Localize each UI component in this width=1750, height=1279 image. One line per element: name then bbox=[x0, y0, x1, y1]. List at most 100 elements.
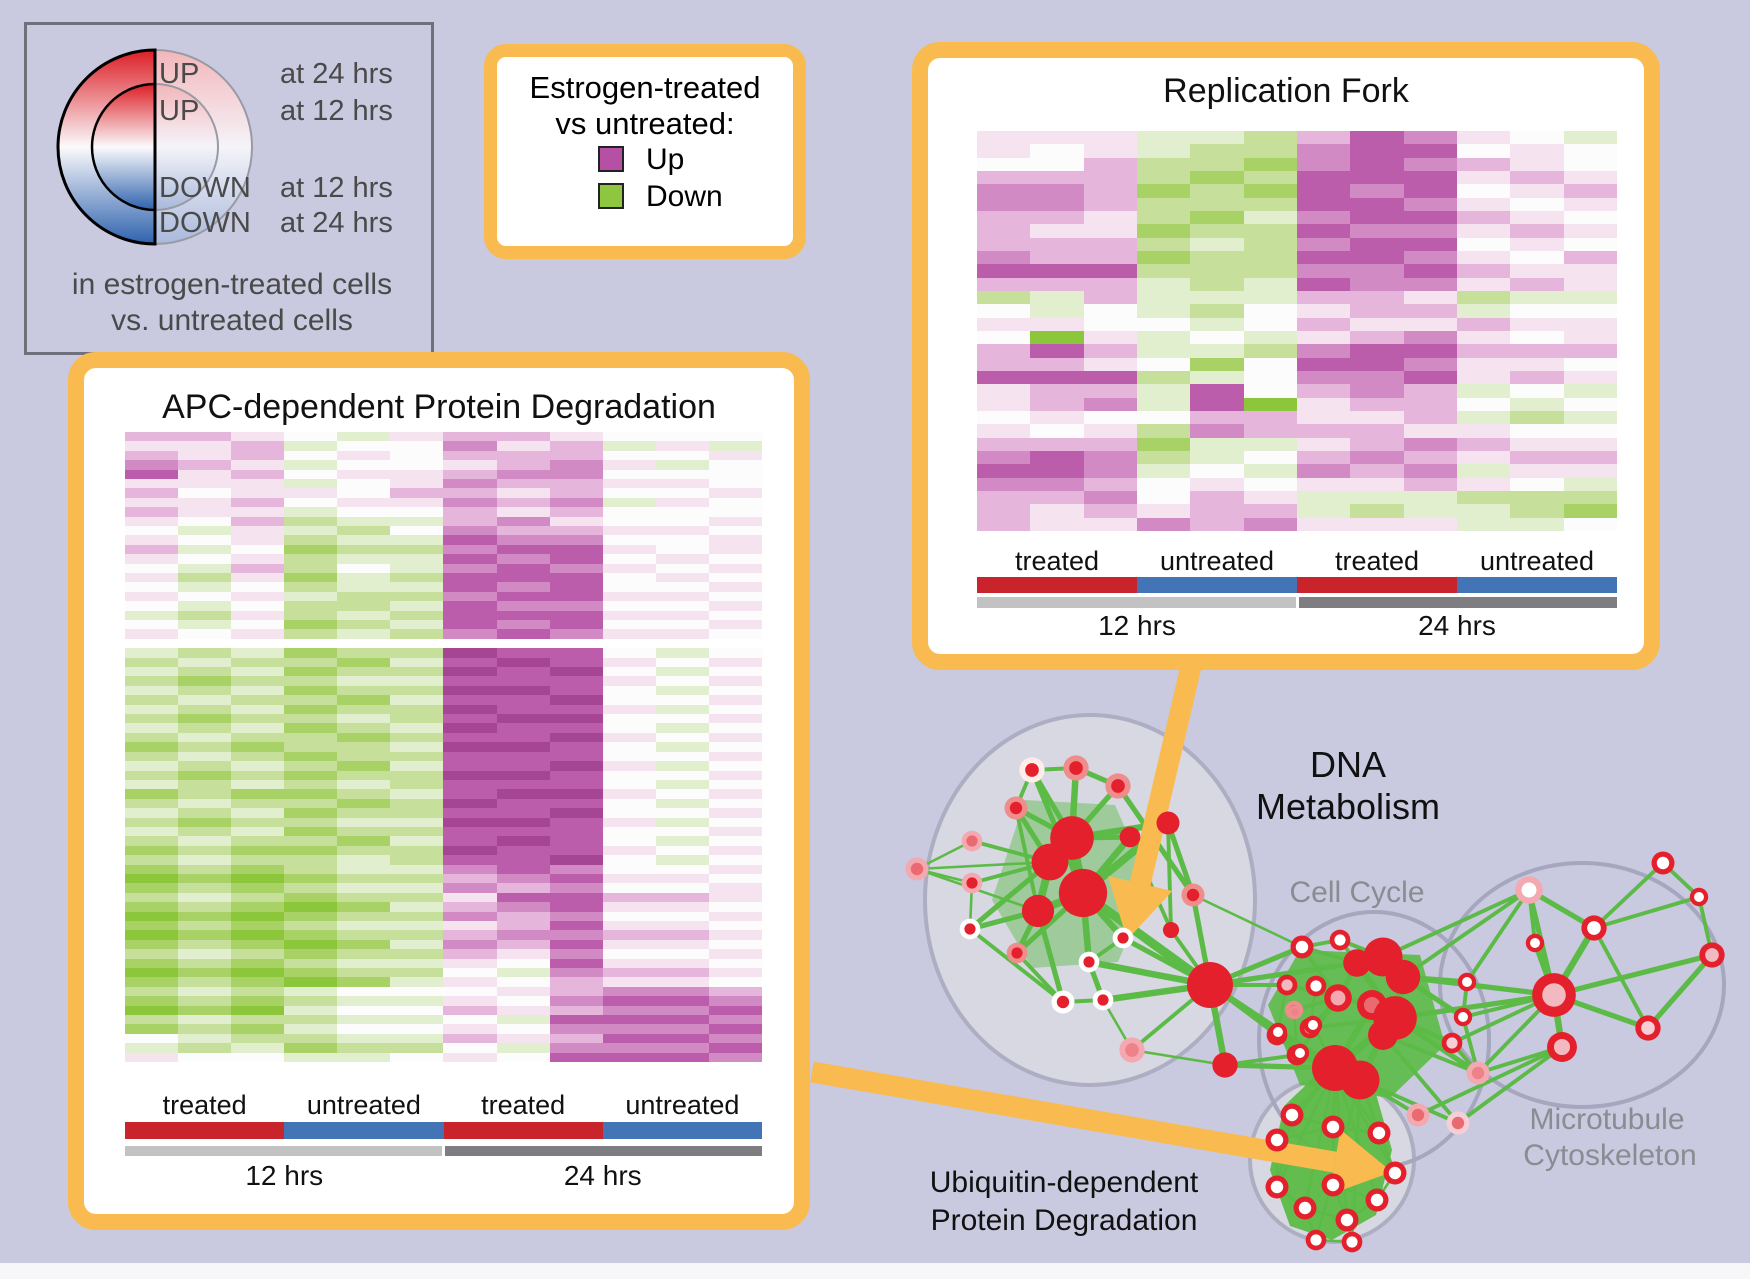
heatmap-cell bbox=[284, 723, 338, 733]
heatmap-cell bbox=[602, 1033, 656, 1044]
heatmap-cell bbox=[1563, 184, 1617, 198]
heatmap-cell bbox=[125, 845, 179, 856]
heatmap-cell bbox=[337, 779, 391, 790]
heatmap-cell bbox=[655, 920, 709, 931]
heatmap-cell bbox=[1510, 450, 1564, 465]
heatmap-cell bbox=[337, 873, 391, 884]
heatmap-cell bbox=[602, 1052, 656, 1062]
heatmap-cell bbox=[602, 469, 656, 479]
heatmap-cell bbox=[496, 723, 550, 733]
heatmap-cell bbox=[390, 497, 444, 508]
heatmap-cell bbox=[1456, 317, 1511, 331]
heatmap-cell bbox=[602, 544, 656, 555]
heatmap-cell bbox=[708, 967, 762, 978]
heatmap-cell bbox=[443, 714, 497, 724]
heatmap-cell bbox=[337, 892, 391, 903]
heatmap-cell bbox=[125, 469, 179, 479]
heatmap-cell bbox=[1190, 370, 1244, 385]
gene-node-core bbox=[1083, 956, 1095, 968]
heatmap-cell bbox=[549, 695, 603, 705]
heatmap-cell bbox=[602, 883, 656, 893]
heatmap-cell bbox=[708, 836, 762, 846]
heatmap-cell bbox=[443, 554, 497, 564]
heatmap-cell bbox=[1563, 197, 1617, 211]
heatmap-cell bbox=[443, 845, 497, 856]
heatmap-cell bbox=[602, 685, 656, 696]
heatmap-cell bbox=[178, 667, 232, 677]
heatmap-cell bbox=[549, 845, 603, 856]
heatmap-cell bbox=[390, 526, 444, 536]
heatmap-cell bbox=[655, 620, 709, 630]
up-label: Up bbox=[646, 143, 685, 176]
heatmap-cell bbox=[125, 808, 179, 818]
heatmap-cell bbox=[1136, 197, 1191, 211]
heatmap-cell bbox=[1403, 197, 1457, 211]
gene-node-core bbox=[1040, 852, 1060, 872]
heatmap-cell bbox=[231, 732, 285, 743]
heatmap-cell bbox=[1296, 370, 1351, 385]
heatmap-cell bbox=[231, 601, 285, 611]
gene-node-core bbox=[964, 923, 976, 935]
heatmap-cell bbox=[443, 657, 497, 668]
heatmap-cell bbox=[443, 432, 497, 442]
heatmap-cell bbox=[284, 977, 338, 987]
heatmap-cell bbox=[496, 902, 550, 912]
heatmap-cell bbox=[1030, 317, 1084, 331]
heatmap-cell bbox=[1083, 184, 1137, 198]
network-edge bbox=[1551, 952, 1715, 998]
heatmap-cell bbox=[178, 751, 232, 762]
heatmap-cell bbox=[496, 808, 550, 818]
heatmap-cell bbox=[1083, 490, 1137, 505]
heatmap-cell bbox=[1136, 477, 1191, 491]
heatmap-cell bbox=[284, 601, 338, 611]
heatmap-cell bbox=[655, 526, 709, 536]
network-edge bbox=[1381, 888, 1531, 959]
heatmap-cell bbox=[1563, 424, 1617, 438]
heatmap-cell bbox=[178, 526, 232, 536]
heatmap-cell bbox=[708, 441, 762, 451]
heatmap-cell bbox=[708, 497, 762, 508]
heatmap-cell bbox=[1243, 517, 1297, 531]
heatmap-cell bbox=[655, 657, 709, 668]
heatmap-cell bbox=[1350, 290, 1404, 305]
heatmap-cell bbox=[1563, 131, 1617, 145]
heatmap-cell bbox=[1190, 490, 1244, 505]
heatmap-cell bbox=[1243, 250, 1297, 265]
gene-node-core bbox=[1281, 979, 1293, 991]
heatmap-cell bbox=[1456, 264, 1511, 278]
heatmap-cell bbox=[284, 761, 338, 771]
heatmap-cell bbox=[337, 958, 391, 968]
heatmap-cell bbox=[231, 695, 285, 705]
heatmap-cell bbox=[231, 1043, 285, 1053]
heatmap-cell bbox=[284, 667, 338, 677]
heatmap-cell bbox=[1083, 170, 1137, 185]
gene-node-core bbox=[1117, 932, 1129, 944]
heatmap-cell bbox=[284, 845, 338, 856]
heatmap-cell bbox=[602, 911, 656, 921]
heatmap-cell bbox=[337, 789, 391, 799]
heatmap-cell bbox=[337, 723, 391, 733]
heatmap-cell bbox=[549, 958, 603, 968]
heatmap-cell bbox=[602, 526, 656, 536]
heatmap-cell bbox=[178, 798, 232, 809]
heatmap-cell bbox=[178, 507, 232, 517]
heatmap-cell bbox=[1350, 450, 1404, 465]
heatmap-cell bbox=[178, 845, 232, 856]
heatmap-cell bbox=[708, 516, 762, 527]
gene-node-core bbox=[966, 877, 978, 889]
heatmap-cell bbox=[284, 911, 338, 921]
heatmap-cell bbox=[337, 610, 391, 621]
heatmap-cell bbox=[602, 629, 656, 639]
heatmap-cell bbox=[178, 977, 232, 987]
updown-timing-legend-box: UP at 24 hrs UP at 12 hrs DOWN at 12 hrs… bbox=[24, 22, 434, 355]
heatmap-cell bbox=[602, 450, 656, 461]
heatmap-cell bbox=[602, 732, 656, 743]
heatmap-cell bbox=[443, 761, 497, 771]
heatmap-cell bbox=[1403, 397, 1457, 411]
heatmap-cell bbox=[1296, 477, 1351, 491]
heatmap-cell bbox=[231, 864, 285, 874]
heatmap-cell bbox=[125, 507, 179, 517]
heatmap-cell bbox=[125, 836, 179, 846]
heatmap-cell bbox=[178, 488, 232, 498]
